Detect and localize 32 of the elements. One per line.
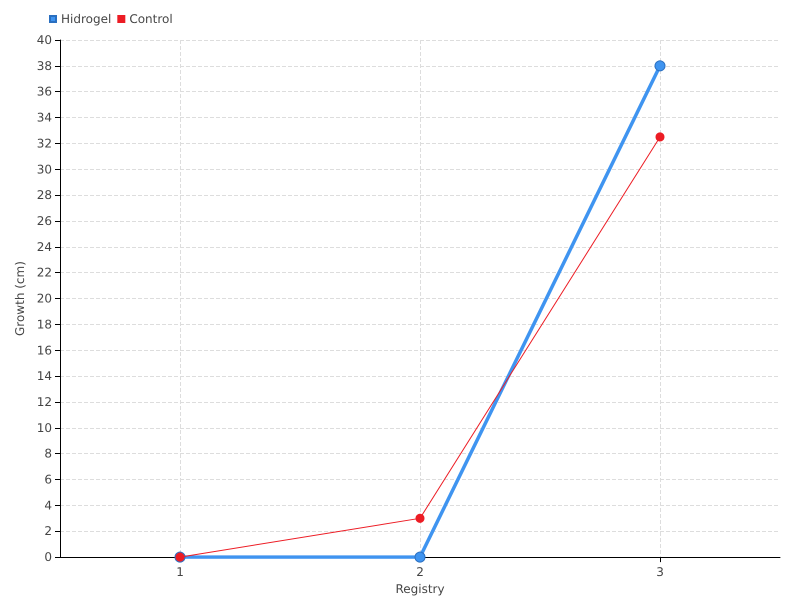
y-tick-label: 6: [44, 472, 52, 487]
y-tick-label: 18: [36, 317, 52, 332]
legend-label: Control: [129, 12, 173, 26]
point: [416, 514, 424, 523]
y-tick-label: 30: [36, 162, 52, 176]
y-tick-label: 2: [44, 524, 52, 538]
y-tick-label: 14: [36, 369, 52, 384]
legend-label: Hidrogel: [61, 12, 112, 26]
x-axis-title: Registry: [395, 582, 445, 596]
x-tick-label: 1: [176, 565, 184, 580]
y-tick-label: 4: [44, 498, 52, 512]
y-axis-title: Growth (cm): [12, 261, 27, 336]
x-tick-label: 2: [416, 565, 424, 580]
y-tick-label: 38: [36, 58, 52, 73]
y-tick-label: 36: [36, 84, 52, 99]
y-tick-label: 24: [36, 240, 52, 254]
x-tick-label: 3: [656, 565, 664, 580]
y-tick-label: 20: [36, 292, 52, 306]
y-tick-label: 22: [36, 266, 52, 280]
y-tick-label: 8: [44, 446, 52, 461]
y-tick-label: 28: [36, 188, 52, 202]
y-tick-label: 12: [36, 394, 52, 409]
y-tick-label: 40: [36, 33, 52, 47]
y-tick-label: 32: [36, 136, 52, 150]
y-tick-label: 16: [36, 343, 52, 358]
point: [656, 132, 664, 142]
point: [414, 552, 426, 563]
y-tick-label: 26: [36, 214, 52, 228]
point: [654, 60, 666, 72]
y-tick-label: 34: [36, 110, 52, 125]
y-tick-label: 0: [44, 550, 52, 564]
y-tick-label: 10: [36, 420, 52, 435]
